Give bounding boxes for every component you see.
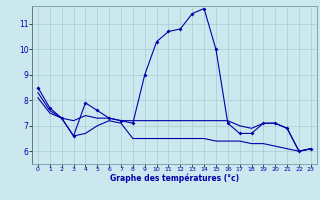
X-axis label: Graphe des températures (°c): Graphe des températures (°c) (110, 174, 239, 183)
